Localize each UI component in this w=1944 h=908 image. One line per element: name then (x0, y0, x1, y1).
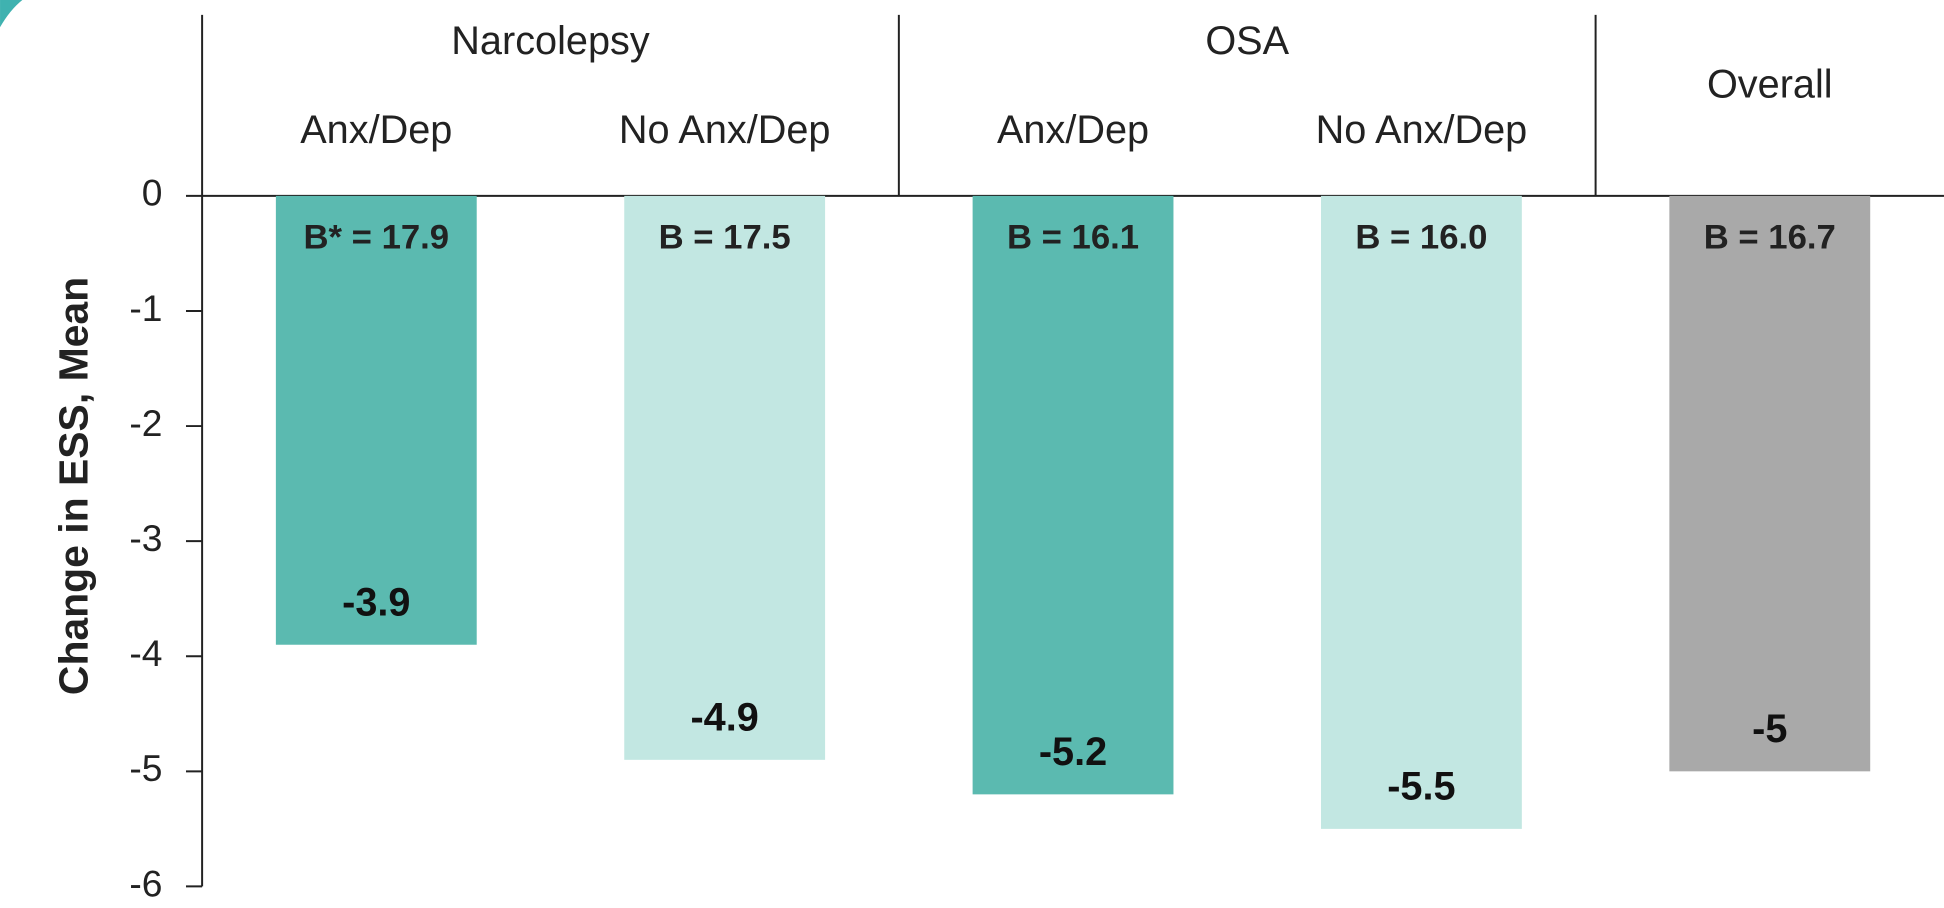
bar (972, 195, 1174, 795)
y-axis-label: Change in ESS, Mean (51, 277, 97, 695)
value-label: -5 (1752, 707, 1787, 751)
x-category-label: Anx/Dep (997, 108, 1149, 152)
baseline-label: B = 17.5 (659, 218, 791, 256)
value-label: -5.5 (1387, 765, 1455, 809)
y-tick-label: -5 (129, 747, 162, 789)
value-label: -4.9 (690, 696, 758, 740)
baseline-label: B = 16.0 (1355, 218, 1487, 256)
baseline-label: B* = 17.9 (303, 218, 449, 256)
value-label: -3.9 (342, 581, 410, 625)
y-tick-label: -1 (129, 287, 162, 329)
bar (1320, 195, 1522, 829)
bar (1669, 195, 1871, 772)
x-category-label: No Anx/Dep (1316, 108, 1528, 152)
x-category-label: Overall (1707, 62, 1833, 106)
baseline-label: B = 16.1 (1007, 218, 1139, 256)
bar (624, 195, 826, 760)
value-label: -5.2 (1039, 730, 1107, 774)
bar (275, 195, 477, 645)
y-tick-label: -3 (129, 517, 162, 559)
y-tick-label: 0 (142, 172, 163, 214)
x-category-label: No Anx/Dep (619, 108, 831, 152)
group-label: Narcolepsy (451, 19, 650, 63)
y-tick-label: -2 (129, 402, 162, 444)
y-tick-label: -6 (129, 862, 162, 904)
y-tick-label: -4 (129, 632, 162, 674)
corner-decoration (0, 0, 23, 28)
x-category-label: Anx/Dep (300, 108, 452, 152)
baseline-label: B = 16.7 (1704, 218, 1836, 256)
group-label: OSA (1205, 19, 1289, 63)
